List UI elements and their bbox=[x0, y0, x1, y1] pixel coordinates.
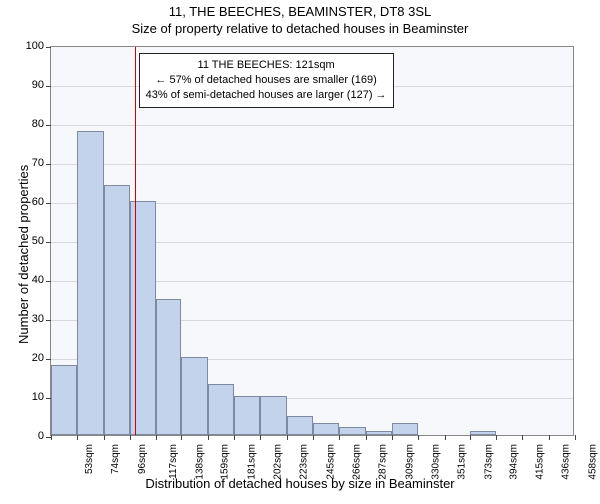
x-tick-label: 373sqm bbox=[483, 444, 494, 480]
y-tickmark bbox=[46, 359, 51, 360]
y-tickmark bbox=[46, 47, 51, 48]
x-tick-label: 415sqm bbox=[535, 444, 546, 480]
histogram-bar bbox=[77, 131, 104, 435]
histogram-bar bbox=[208, 384, 234, 435]
x-tickmark bbox=[104, 435, 105, 440]
gridline bbox=[51, 164, 573, 165]
x-tick-label: 330sqm bbox=[430, 444, 441, 480]
histogram-bar bbox=[339, 427, 366, 435]
x-tickmark bbox=[156, 435, 157, 440]
x-tickmark bbox=[260, 435, 261, 440]
x-tickmark bbox=[77, 435, 78, 440]
x-tickmark bbox=[130, 435, 131, 440]
y-tickmark bbox=[46, 203, 51, 204]
reference-line bbox=[135, 47, 136, 435]
y-tick-label: 0 bbox=[14, 430, 44, 442]
x-tickmark bbox=[496, 435, 497, 440]
y-tick-label: 90 bbox=[14, 79, 44, 91]
x-tickmark bbox=[549, 435, 550, 440]
x-tick-label: 74sqm bbox=[110, 444, 121, 474]
histogram-bar bbox=[181, 357, 208, 435]
gridline bbox=[51, 125, 573, 126]
histogram-bar bbox=[287, 416, 313, 436]
x-tickmark bbox=[418, 435, 419, 440]
y-tickmark bbox=[46, 164, 51, 165]
histogram-bar bbox=[366, 431, 392, 435]
x-tick-label: 159sqm bbox=[220, 444, 231, 480]
x-tickmark bbox=[366, 435, 367, 440]
y-tickmark bbox=[46, 86, 51, 87]
y-tickmark bbox=[46, 281, 51, 282]
y-tickmark bbox=[46, 125, 51, 126]
annotation-line-2: ← 57% of detached houses are smaller (16… bbox=[146, 73, 387, 88]
x-tick-label: 245sqm bbox=[326, 444, 337, 480]
y-tick-label: 20 bbox=[14, 352, 44, 364]
x-tickmark bbox=[313, 435, 314, 440]
x-tick-label: 53sqm bbox=[84, 444, 95, 474]
histogram-bar bbox=[470, 431, 496, 435]
histogram-bar bbox=[130, 201, 156, 435]
y-axis-label: Number of detached properties bbox=[16, 165, 31, 344]
x-tickmark bbox=[287, 435, 288, 440]
y-tick-label: 10 bbox=[14, 391, 44, 403]
y-tickmark bbox=[46, 320, 51, 321]
x-tickmark bbox=[234, 435, 235, 440]
page-address: 11, THE BEECHES, BEAMINSTER, DT8 3SL bbox=[0, 4, 600, 21]
x-tick-label: 309sqm bbox=[404, 444, 415, 480]
x-tick-label: 202sqm bbox=[273, 444, 284, 480]
x-tick-label: 351sqm bbox=[456, 444, 467, 480]
plot-area: 11 THE BEECHES: 121sqm← 57% of detached … bbox=[50, 46, 574, 436]
histogram-bar bbox=[51, 365, 77, 435]
x-tick-label: 394sqm bbox=[509, 444, 520, 480]
annotation-line-1: 11 THE BEECHES: 121sqm bbox=[146, 58, 387, 73]
histogram-bar bbox=[260, 396, 287, 435]
page-subtitle: Size of property relative to detached ho… bbox=[0, 21, 600, 38]
x-axis-label: Distribution of detached houses by size … bbox=[0, 476, 600, 491]
histogram-bar bbox=[392, 423, 418, 435]
x-tickmark bbox=[392, 435, 393, 440]
x-tick-label: 96sqm bbox=[137, 444, 148, 474]
x-tickmark bbox=[445, 435, 446, 440]
x-tick-label: 181sqm bbox=[247, 444, 258, 480]
histogram-bar bbox=[156, 299, 182, 436]
histogram-bar bbox=[234, 396, 260, 435]
y-tick-label: 100 bbox=[14, 40, 44, 52]
x-tick-label: 138sqm bbox=[194, 444, 205, 480]
y-tickmark bbox=[46, 242, 51, 243]
x-tickmark bbox=[51, 435, 52, 440]
annotation-line-3: 43% of semi-detached houses are larger (… bbox=[146, 88, 387, 103]
x-tick-label: 266sqm bbox=[352, 444, 363, 480]
x-tickmark bbox=[181, 435, 182, 440]
x-tickmark bbox=[575, 435, 576, 440]
x-tick-label: 223sqm bbox=[299, 444, 310, 480]
x-tickmark bbox=[522, 435, 523, 440]
histogram-bar bbox=[313, 423, 339, 435]
y-tick-label: 80 bbox=[14, 118, 44, 130]
x-tickmark bbox=[339, 435, 340, 440]
x-tick-label: 436sqm bbox=[561, 444, 572, 480]
x-tick-label: 458sqm bbox=[588, 444, 599, 480]
x-tick-label: 117sqm bbox=[168, 444, 179, 479]
histogram-chart: 11 THE BEECHES: 121sqm← 57% of detached … bbox=[50, 46, 574, 436]
annotation-box: 11 THE BEECHES: 121sqm← 57% of detached … bbox=[139, 53, 394, 108]
x-tickmark bbox=[470, 435, 471, 440]
x-tick-label: 287sqm bbox=[377, 444, 388, 480]
x-tickmark bbox=[208, 435, 209, 440]
histogram-bar bbox=[104, 185, 130, 435]
